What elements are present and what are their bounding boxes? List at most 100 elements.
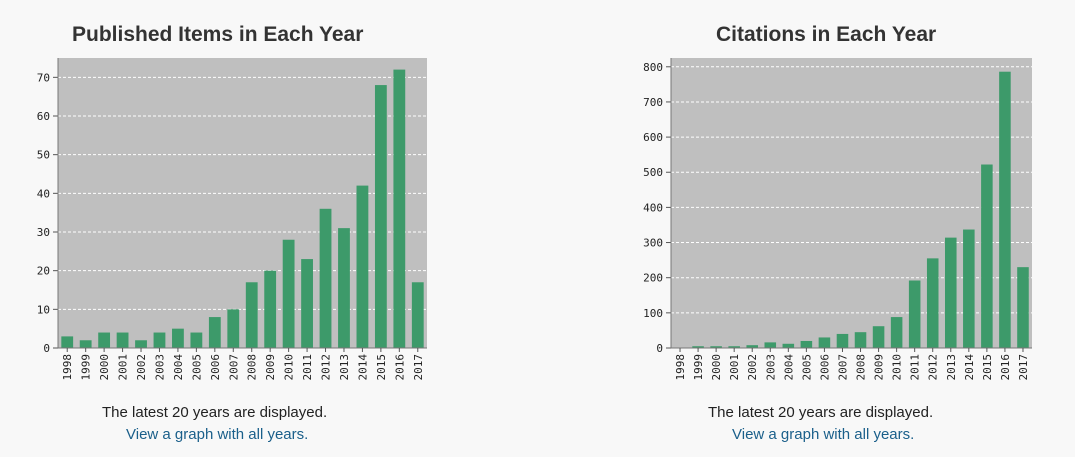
x-tick-label: 2000 (710, 354, 723, 381)
bar (818, 337, 831, 348)
x-tick-label: 2004 (172, 354, 185, 381)
y-tick-label: 70 (37, 71, 50, 84)
bar (98, 332, 111, 348)
y-tick-label: 800 (643, 61, 663, 74)
bar (116, 332, 129, 348)
latest-years-note: The latest 20 years are displayed. (102, 404, 328, 421)
x-tick-label: 1998 (61, 354, 74, 381)
bar (393, 69, 406, 348)
x-tick-label: 1998 (674, 354, 687, 381)
x-tick-label: 2001 (728, 354, 741, 381)
bar (135, 340, 147, 348)
x-tick-label: 2012 (927, 354, 940, 381)
x-tick-label: 2004 (782, 354, 795, 381)
bar (153, 332, 166, 348)
bar (264, 270, 277, 348)
bar (692, 346, 704, 348)
x-tick-label: 2009 (264, 354, 277, 381)
x-tick-label: 2006 (818, 354, 831, 381)
x-tick-label: 2012 (320, 354, 333, 381)
chart-panel-citations: Citations in Each Year 0 100 200 300 400 500 6… (605, 0, 1075, 457)
bar (981, 164, 993, 348)
bar (190, 332, 203, 348)
x-tick-label: 2007 (836, 354, 849, 381)
y-tick-label: 0 (43, 342, 50, 355)
bar (908, 280, 921, 348)
bar (282, 239, 295, 348)
bar (800, 340, 813, 348)
bar (926, 258, 939, 348)
y-tick-label: 600 (643, 131, 663, 144)
x-tick-label: 2003 (764, 354, 777, 381)
y-tick-label: 200 (643, 272, 663, 285)
bar (61, 336, 74, 348)
bar (836, 333, 849, 348)
latest-years-note: The latest 20 years are displayed. (708, 404, 934, 421)
bar (944, 237, 957, 348)
x-tick-label: 2014 (963, 354, 976, 381)
bar (172, 328, 184, 348)
x-tick-label: 2017 (412, 354, 425, 381)
x-tick-label: 2016 (393, 354, 406, 381)
bar (764, 342, 777, 348)
bar (1017, 267, 1029, 348)
bar (374, 85, 387, 349)
bar (999, 71, 1011, 348)
x-tick-label: 2002 (135, 354, 148, 381)
x-tick-label: 2001 (117, 354, 130, 381)
x-tick-label: 1999 (80, 354, 93, 381)
x-tick-label: 2011 (301, 354, 314, 381)
chart-title: Published Items in Each Year (72, 23, 364, 46)
x-tick-label: 2013 (338, 354, 351, 381)
x-tick-label: 2011 (909, 354, 922, 381)
x-tick-label: 2017 (1017, 354, 1030, 381)
bar (338, 228, 350, 348)
y-tick-label: 300 (643, 237, 663, 250)
y-tick-label: 500 (643, 166, 663, 179)
citations-chart: 0 100 200 300 400 500 600 700 800 1998 1999 2000 200… (643, 58, 1032, 381)
x-tick-label: 2002 (746, 354, 759, 381)
y-tick-label: 30 (37, 226, 50, 239)
x-tick-label: 2006 (209, 354, 222, 381)
x-tick-label: 2015 (981, 354, 994, 381)
bar (79, 340, 92, 348)
y-tick-label: 400 (643, 201, 663, 214)
bar (963, 229, 975, 348)
x-tick-label: 2000 (98, 354, 111, 381)
y-tick-label: 0 (656, 342, 663, 355)
bar (746, 345, 759, 348)
view-all-years-link[interactable]: View a graph with all years. (732, 426, 915, 443)
y-tick-label: 50 (37, 149, 50, 162)
x-tick-label: 2003 (153, 354, 166, 381)
y-tick-label: 100 (643, 307, 663, 320)
plot-area (58, 58, 427, 348)
y-tick-label: 20 (37, 265, 50, 278)
chart-panel-published: Published Items in Each Year 0 10 20 30 40 50… (0, 0, 520, 457)
y-tick-label: 700 (643, 96, 663, 109)
bar (208, 317, 221, 348)
x-tick-label: 2008 (855, 354, 868, 381)
x-tick-label: 2010 (891, 354, 904, 381)
view-all-years-link[interactable]: View a graph with all years. (126, 426, 309, 443)
y-tick-label: 60 (37, 110, 50, 123)
bar (319, 208, 332, 348)
x-tick-label: 2014 (356, 354, 369, 381)
bar (890, 317, 903, 348)
x-tick-label: 2005 (800, 354, 813, 381)
x-tick-label: 2013 (945, 354, 958, 381)
y-tick-label: 40 (37, 187, 50, 200)
bar (710, 346, 722, 348)
published-items-chart: 0 10 20 30 40 50 60 70 1998 1999 2000 2001 2002 2003 2… (37, 58, 427, 381)
x-tick-label: 2009 (873, 354, 886, 381)
bar (301, 259, 313, 348)
bar (245, 282, 258, 348)
bar (872, 326, 885, 348)
bar (854, 332, 867, 348)
bar (728, 346, 740, 348)
x-tick-label: 2005 (190, 354, 203, 381)
x-tick-label: 2015 (375, 354, 388, 381)
bar (782, 343, 795, 348)
bar (227, 309, 240, 348)
x-tick-label: 2010 (283, 354, 296, 381)
chart-title: Citations in Each Year (716, 23, 937, 46)
